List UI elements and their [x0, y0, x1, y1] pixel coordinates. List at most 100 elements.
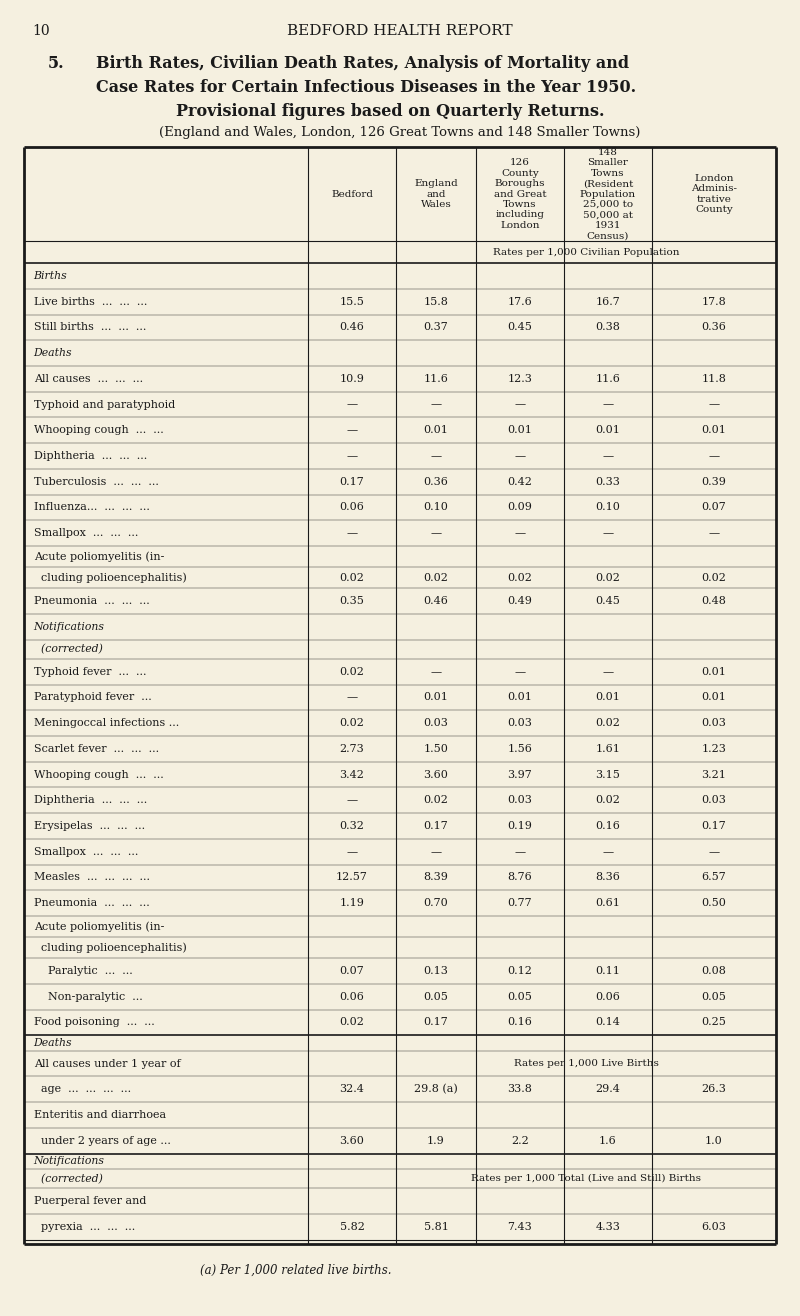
- Text: Typhoid and paratyphoid: Typhoid and paratyphoid: [34, 400, 175, 409]
- Text: 0.01: 0.01: [595, 692, 621, 703]
- Text: 0.37: 0.37: [424, 322, 448, 333]
- Text: 11.6: 11.6: [595, 374, 621, 384]
- Text: 0.02: 0.02: [702, 572, 726, 583]
- Text: Erysipelas  ...  ...  ...: Erysipelas ... ... ...: [34, 821, 145, 830]
- Text: 11.6: 11.6: [423, 374, 449, 384]
- Text: 12.57: 12.57: [336, 873, 368, 883]
- Text: 0.33: 0.33: [595, 476, 621, 487]
- Text: 0.02: 0.02: [339, 572, 365, 583]
- Text: cluding polioencephalitis): cluding polioencephalitis): [34, 942, 186, 953]
- Text: 12.3: 12.3: [507, 374, 533, 384]
- Text: Live births  ...  ...  ...: Live births ... ... ...: [34, 297, 147, 307]
- Text: —: —: [430, 667, 442, 676]
- Text: All causes  ...  ...  ...: All causes ... ... ...: [34, 374, 142, 384]
- Text: pyrexia  ...  ...  ...: pyrexia ... ... ...: [34, 1221, 135, 1232]
- Text: Diphtheria  ...  ...  ...: Diphtheria ... ... ...: [34, 451, 147, 461]
- Text: 7.43: 7.43: [508, 1221, 532, 1232]
- Text: Meningoccal infections ...: Meningoccal infections ...: [34, 719, 179, 728]
- Text: —: —: [430, 400, 442, 409]
- Text: 0.48: 0.48: [702, 596, 726, 607]
- Text: —: —: [430, 846, 442, 857]
- Text: 3.60: 3.60: [423, 770, 449, 779]
- Text: Diphtheria  ...  ...  ...: Diphtheria ... ... ...: [34, 795, 147, 805]
- Text: Rates per 1,000 Total (Live and Still) Births: Rates per 1,000 Total (Live and Still) B…: [471, 1174, 701, 1183]
- Text: (a) Per 1,000 related live births.: (a) Per 1,000 related live births.: [200, 1263, 391, 1277]
- Text: 5.: 5.: [48, 55, 65, 72]
- Text: —: —: [346, 400, 358, 409]
- Text: 0.01: 0.01: [423, 692, 449, 703]
- Text: 0.39: 0.39: [702, 476, 726, 487]
- Text: Provisional figures based on Quarterly Returns.: Provisional figures based on Quarterly R…: [176, 103, 605, 120]
- Text: 26.3: 26.3: [702, 1084, 726, 1095]
- Text: Measles  ...  ...  ...  ...: Measles ... ... ... ...: [34, 873, 150, 883]
- Text: 0.19: 0.19: [507, 821, 533, 830]
- Text: Paratyphoid fever  ...: Paratyphoid fever ...: [34, 692, 151, 703]
- Text: —: —: [602, 451, 614, 461]
- Text: —: —: [709, 528, 719, 538]
- Text: 0.02: 0.02: [339, 719, 365, 728]
- Text: Food poisoning  ...  ...: Food poisoning ... ...: [34, 1017, 154, 1028]
- Text: 0.03: 0.03: [507, 795, 533, 805]
- Text: 0.01: 0.01: [702, 692, 726, 703]
- Text: 0.02: 0.02: [423, 572, 449, 583]
- Text: Smallpox  ...  ...  ...: Smallpox ... ... ...: [34, 846, 138, 857]
- Text: Whooping cough  ...  ...: Whooping cough ... ...: [34, 770, 163, 779]
- Text: 1.23: 1.23: [702, 744, 726, 754]
- Text: 0.09: 0.09: [507, 503, 533, 512]
- Text: Whooping cough  ...  ...: Whooping cough ... ...: [34, 425, 163, 436]
- Text: —: —: [346, 846, 358, 857]
- Text: 0.16: 0.16: [595, 821, 621, 830]
- Text: 0.02: 0.02: [595, 795, 621, 805]
- Text: 1.9: 1.9: [427, 1136, 445, 1146]
- Text: 0.02: 0.02: [595, 719, 621, 728]
- Text: 0.01: 0.01: [507, 425, 533, 436]
- Text: 0.01: 0.01: [507, 692, 533, 703]
- Text: 0.03: 0.03: [507, 719, 533, 728]
- Text: Rates per 1,000 Civilian Population: Rates per 1,000 Civilian Population: [493, 247, 679, 257]
- Text: 0.06: 0.06: [595, 992, 621, 1001]
- Text: Tuberculosis  ...  ...  ...: Tuberculosis ... ... ...: [34, 476, 158, 487]
- Text: 3.42: 3.42: [339, 770, 365, 779]
- Text: 6.57: 6.57: [702, 873, 726, 883]
- Text: 0.17: 0.17: [340, 476, 364, 487]
- Text: 148
Smaller
Towns
(Resident
Population
25,000 to
50,000 at
1931
Census): 148 Smaller Towns (Resident Population 2…: [580, 147, 636, 241]
- Text: 0.01: 0.01: [702, 667, 726, 676]
- Text: 0.12: 0.12: [507, 966, 533, 976]
- Text: Puerperal fever and: Puerperal fever and: [34, 1196, 146, 1205]
- Text: —: —: [430, 528, 442, 538]
- Text: 1.61: 1.61: [595, 744, 621, 754]
- Text: —: —: [346, 425, 358, 436]
- Text: 0.42: 0.42: [507, 476, 533, 487]
- Text: Births: Births: [34, 271, 67, 282]
- Text: —: —: [709, 846, 719, 857]
- Text: 0.36: 0.36: [702, 322, 726, 333]
- Text: 0.08: 0.08: [702, 966, 726, 976]
- Text: —: —: [346, 451, 358, 461]
- Text: (corrected): (corrected): [34, 644, 102, 654]
- Text: —: —: [346, 692, 358, 703]
- Text: 0.25: 0.25: [702, 1017, 726, 1028]
- Text: 0.03: 0.03: [702, 719, 726, 728]
- Text: —: —: [709, 400, 719, 409]
- Text: 5.82: 5.82: [339, 1221, 365, 1232]
- Text: —: —: [346, 795, 358, 805]
- Text: 0.17: 0.17: [424, 1017, 448, 1028]
- Text: 0.10: 0.10: [423, 503, 449, 512]
- Text: 33.8: 33.8: [507, 1084, 533, 1095]
- Text: 8.39: 8.39: [423, 873, 449, 883]
- Text: 2.73: 2.73: [340, 744, 364, 754]
- Text: cluding polioencephalitis): cluding polioencephalitis): [34, 572, 186, 583]
- Text: 32.4: 32.4: [339, 1084, 365, 1095]
- Text: 0.06: 0.06: [339, 503, 365, 512]
- Text: 16.7: 16.7: [596, 297, 620, 307]
- Text: 1.6: 1.6: [599, 1136, 617, 1146]
- Text: 0.32: 0.32: [339, 821, 365, 830]
- Text: Smallpox  ...  ...  ...: Smallpox ... ... ...: [34, 528, 138, 538]
- Text: England
and
Wales: England and Wales: [414, 179, 458, 209]
- Text: 15.8: 15.8: [423, 297, 449, 307]
- Text: Birth Rates, Civilian Death Rates, Analysis of Mortality and: Birth Rates, Civilian Death Rates, Analy…: [96, 55, 629, 72]
- Text: (corrected): (corrected): [34, 1174, 102, 1184]
- Text: 29.8 (a): 29.8 (a): [414, 1084, 458, 1095]
- Text: All causes under 1 year of: All causes under 1 year of: [34, 1058, 180, 1069]
- Text: —: —: [514, 846, 526, 857]
